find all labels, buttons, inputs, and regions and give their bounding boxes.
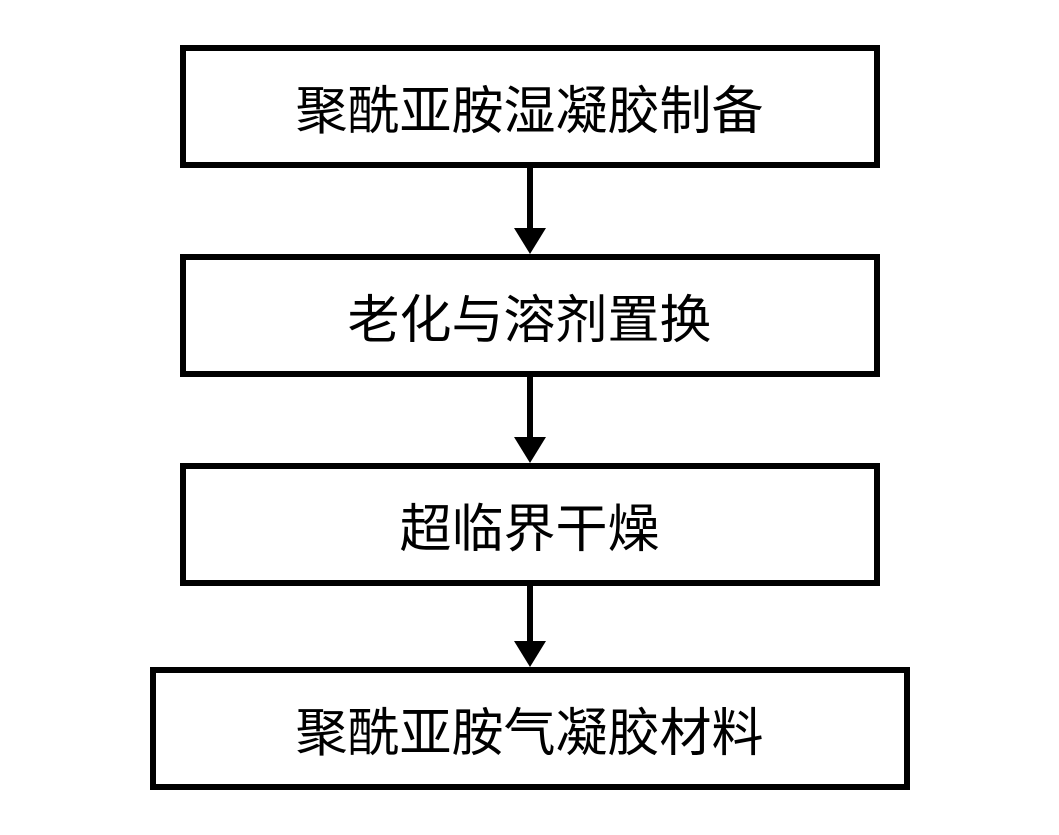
step-label: 超临界干燥 (399, 487, 659, 562)
flowchart-step-1: 聚酰亚胺湿凝胶制备 (180, 45, 880, 168)
arrow-head-icon (514, 641, 546, 667)
arrow-2 (514, 377, 546, 463)
arrow-line (527, 168, 533, 228)
step-label: 聚酰亚胺气凝胶材料 (295, 691, 763, 766)
arrow-1 (514, 168, 546, 254)
arrow-head-icon (514, 437, 546, 463)
flowchart-step-2: 老化与溶剂置换 (180, 254, 880, 377)
step-label: 聚酰亚胺湿凝胶制备 (295, 69, 763, 144)
flowchart-step-3: 超临界干燥 (180, 463, 880, 586)
arrow-head-icon (514, 228, 546, 254)
step-label: 老化与溶剂置换 (347, 278, 711, 353)
arrow-line (527, 377, 533, 437)
flowchart-step-4: 聚酰亚胺气凝胶材料 (150, 667, 910, 790)
flowchart-container: 聚酰亚胺湿凝胶制备 老化与溶剂置换 超临界干燥 聚酰亚胺气凝胶材料 (150, 45, 910, 790)
arrow-line (527, 586, 533, 641)
arrow-3 (514, 586, 546, 667)
